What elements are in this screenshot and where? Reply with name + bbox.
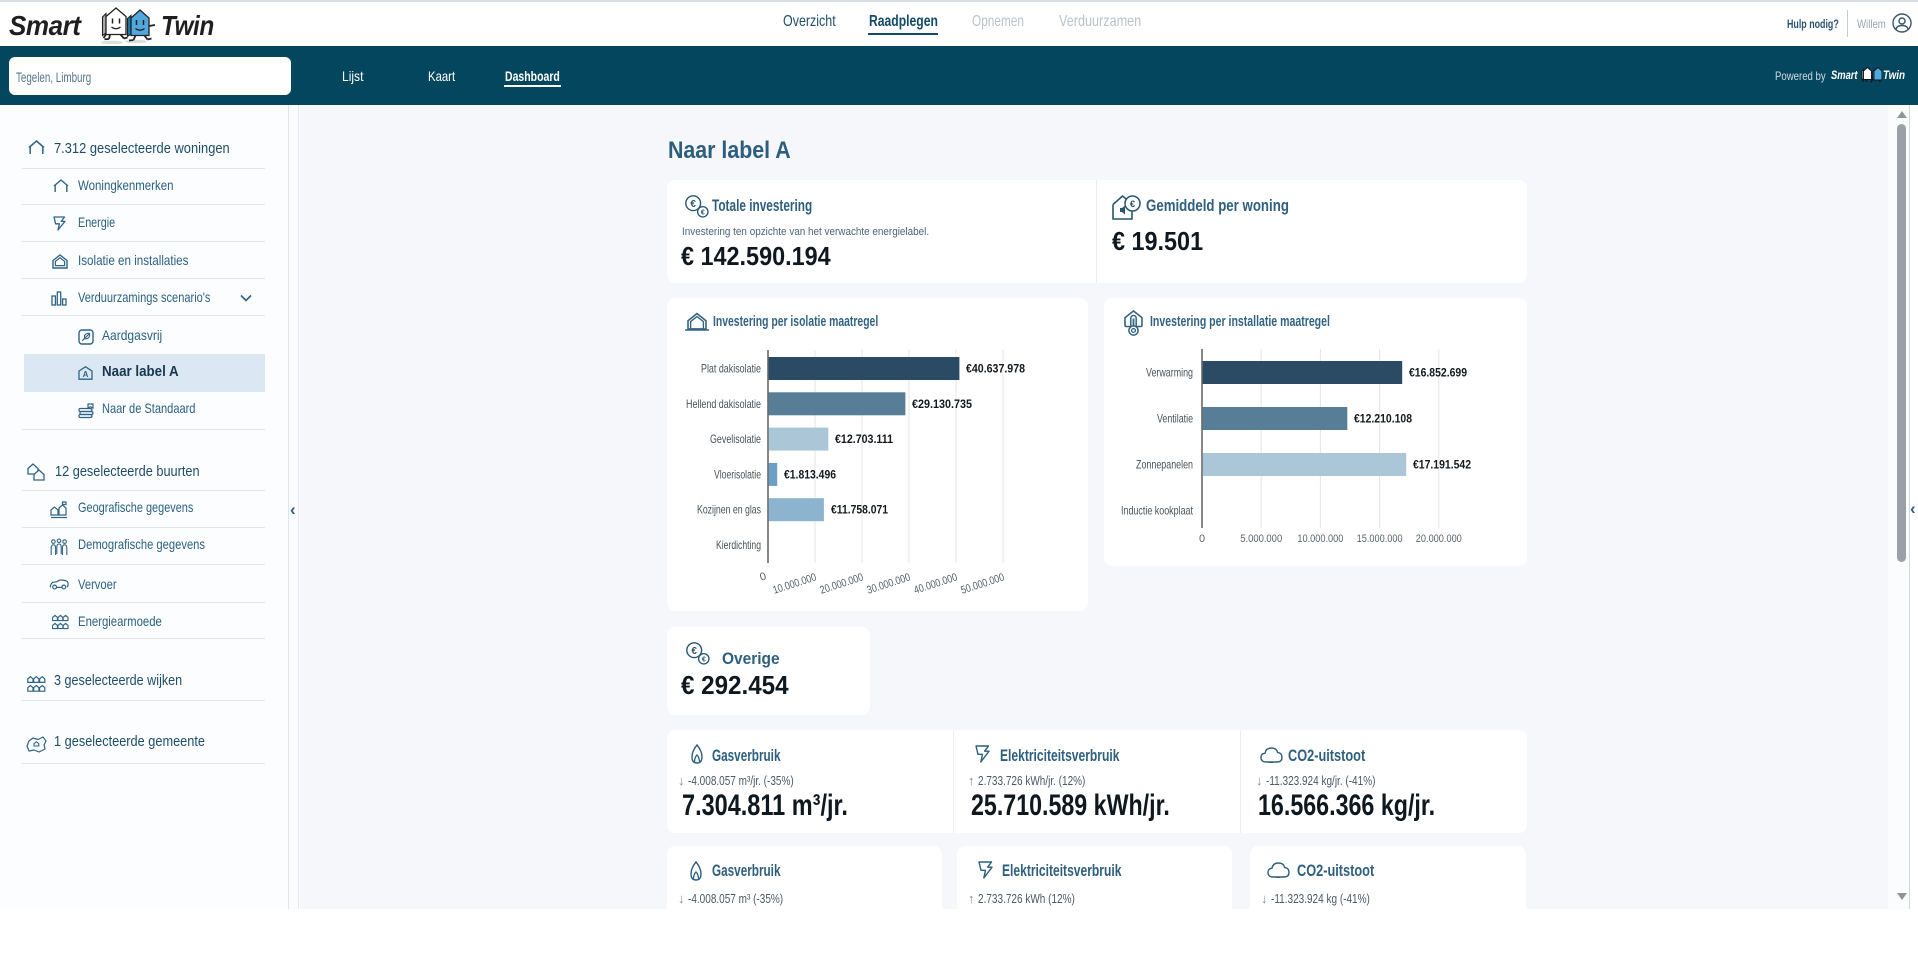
svg-text:€16.852.699: €16.852.699 bbox=[1409, 366, 1467, 380]
svg-text:€12.210.108: €12.210.108 bbox=[1354, 412, 1412, 426]
svg-text:€: € bbox=[691, 646, 697, 657]
svg-text:50.000.000: 50.000.000 bbox=[959, 571, 1006, 596]
svg-text:Plat dakisolatie: Plat dakisolatie bbox=[701, 362, 761, 376]
svg-text:€1.813.496: €1.813.496 bbox=[784, 467, 836, 481]
svg-text:€: € bbox=[1130, 199, 1136, 210]
svg-text:€: € bbox=[701, 210, 705, 217]
svg-text:0: 0 bbox=[1199, 533, 1205, 545]
svg-text:Ventilatie: Ventilatie bbox=[1157, 412, 1193, 426]
svg-text:20.000.000: 20.000.000 bbox=[818, 571, 865, 596]
svg-text:Gevelisolatie: Gevelisolatie bbox=[710, 432, 761, 446]
svg-text:15.000.000: 15.000.000 bbox=[1357, 533, 1403, 545]
svg-text:5.000.000: 5.000.000 bbox=[1240, 533, 1282, 545]
svg-text:€40.637.978: €40.637.978 bbox=[966, 362, 1025, 376]
svg-text:0: 0 bbox=[758, 570, 768, 583]
svg-text:€: € bbox=[702, 657, 706, 664]
svg-text:€29.130.735: €29.130.735 bbox=[912, 397, 972, 411]
svg-text:40.000.000: 40.000.000 bbox=[912, 571, 959, 596]
svg-text:Vloerisolatie: Vloerisolatie bbox=[714, 467, 761, 481]
svg-text:Kozijnen en glas: Kozijnen en glas bbox=[697, 503, 761, 517]
svg-text:20.000.000: 20.000.000 bbox=[1416, 533, 1462, 545]
svg-text:10.000.000: 10.000.000 bbox=[771, 571, 818, 596]
svg-text:€12.703.111: €12.703.111 bbox=[835, 432, 893, 446]
svg-text:Inductie kookplaat: Inductie kookplaat bbox=[1121, 504, 1193, 518]
svg-text:€: € bbox=[690, 199, 696, 210]
svg-text:€11.758.071: €11.758.071 bbox=[831, 503, 888, 517]
svg-text:10.000.000: 10.000.000 bbox=[1297, 533, 1343, 545]
svg-text:Verwarming: Verwarming bbox=[1146, 366, 1193, 380]
svg-text:Kierdichting: Kierdichting bbox=[716, 538, 761, 552]
svg-text:Hellend dakisolatie: Hellend dakisolatie bbox=[686, 397, 761, 411]
svg-text:A: A bbox=[83, 370, 89, 379]
svg-text:€17.191.542: €17.191.542 bbox=[1413, 458, 1471, 472]
svg-text:30.000.000: 30.000.000 bbox=[865, 571, 912, 596]
svg-text:Zonnepanelen: Zonnepanelen bbox=[1136, 458, 1193, 472]
